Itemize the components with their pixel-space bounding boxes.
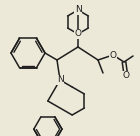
Text: O: O — [122, 72, 130, 81]
Text: N: N — [57, 75, 63, 84]
Text: N: N — [75, 5, 81, 15]
Text: O: O — [74, 30, 81, 38]
Text: O: O — [109, 50, 116, 60]
